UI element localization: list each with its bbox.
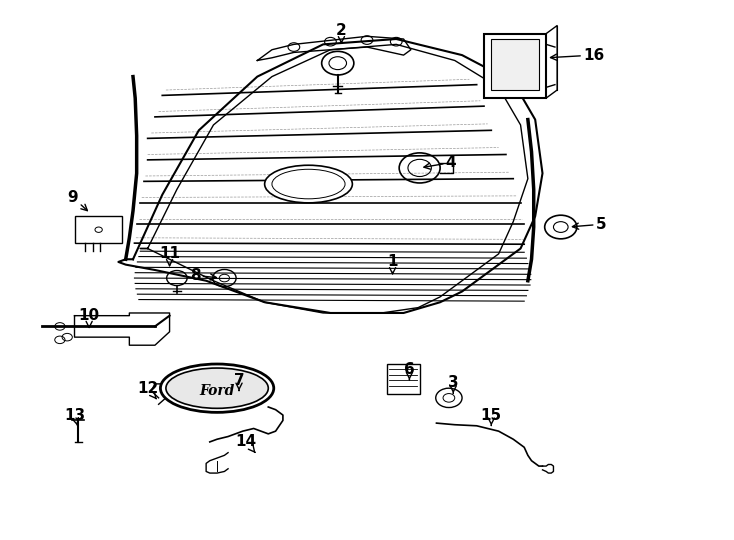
Text: 8: 8: [190, 268, 217, 283]
FancyBboxPatch shape: [75, 217, 122, 243]
Text: Ford: Ford: [200, 384, 235, 398]
Text: 14: 14: [236, 434, 257, 453]
Text: 3: 3: [448, 375, 459, 393]
Text: 13: 13: [64, 408, 85, 426]
Text: 1: 1: [388, 254, 398, 274]
Text: 7: 7: [233, 373, 244, 390]
FancyBboxPatch shape: [491, 39, 539, 90]
Text: 6: 6: [404, 362, 415, 380]
Text: 15: 15: [481, 408, 502, 426]
Text: 9: 9: [68, 190, 87, 211]
Ellipse shape: [272, 169, 345, 199]
Ellipse shape: [265, 165, 352, 203]
Ellipse shape: [161, 364, 274, 413]
Ellipse shape: [166, 368, 269, 408]
FancyBboxPatch shape: [484, 33, 546, 98]
Text: 5: 5: [573, 217, 606, 232]
Text: 2: 2: [336, 23, 346, 43]
FancyBboxPatch shape: [387, 364, 420, 394]
Text: 16: 16: [550, 48, 604, 63]
Text: 12: 12: [137, 381, 159, 399]
Text: 4: 4: [424, 155, 457, 170]
Text: 10: 10: [79, 308, 100, 327]
Text: 11: 11: [159, 246, 180, 266]
